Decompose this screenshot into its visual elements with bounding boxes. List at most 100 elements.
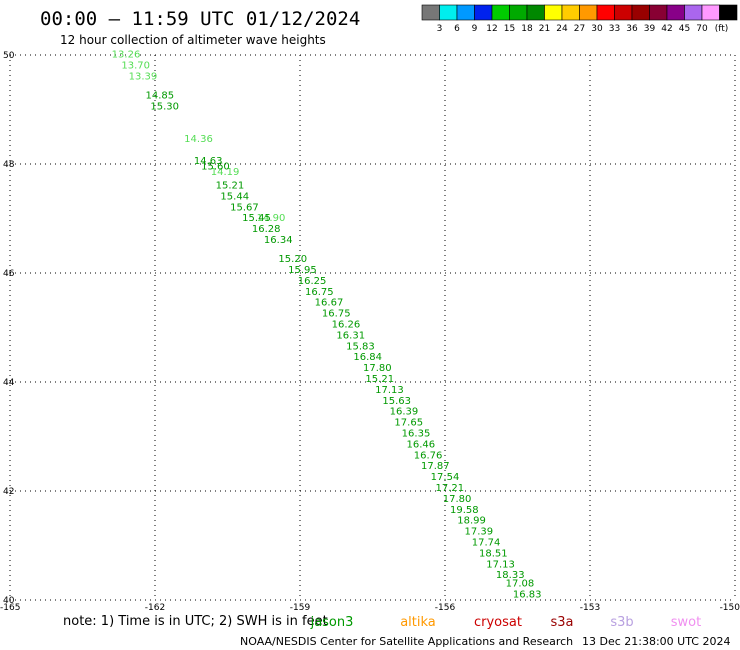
colorbar-swatch	[649, 4, 668, 21]
x-tick-label: -165	[0, 603, 20, 613]
satellite-legend-item: swot	[671, 615, 701, 630]
satellite-legend-item: s3b	[610, 615, 633, 630]
colorbar-label: 27	[574, 24, 585, 34]
data-point-label: 17.21	[436, 483, 465, 494]
y-tick-label: 44	[3, 378, 15, 388]
footer-credit: NOAA/NESDIS Center for Satellite Applica…	[240, 635, 573, 648]
data-point-label: 15.67	[230, 202, 259, 213]
data-point-label: 16.84	[353, 352, 382, 363]
data-point-label: 15.63	[382, 396, 411, 407]
colorbar-label: 3	[437, 24, 443, 34]
colorbar-label: 24	[556, 24, 568, 34]
data-point-label: 17.80	[363, 363, 392, 374]
colorbar-swatch	[719, 4, 738, 21]
data-point-label: 16.28	[252, 224, 281, 235]
colorbar-swatch	[701, 4, 720, 21]
x-tick-labels: -165 -162 -159 -156 -153 -150	[0, 603, 740, 613]
x-tick-label: -153	[580, 603, 600, 613]
satellite-legend-item: s3a	[550, 615, 573, 630]
colorbar-label: 36	[626, 24, 638, 34]
colorbar-label: 30	[591, 24, 603, 34]
data-point-label: 15.20	[278, 254, 307, 265]
data-point-label: 17.13	[486, 559, 515, 570]
colorbar-unit: (ft)	[715, 24, 729, 34]
colorbar-swatch	[561, 4, 580, 21]
data-point-label: 13.26	[112, 50, 141, 61]
data-point-label: 16.67	[315, 298, 344, 309]
data-point-label: 15.95	[288, 265, 317, 276]
grid-lines	[9, 54, 736, 601]
y-tick-label: 48	[3, 160, 15, 170]
colorbar-swatch	[684, 4, 703, 21]
data-point-label: 16.75	[305, 287, 334, 298]
colorbar-legend: 3 6 9 12 15 18 21 24 27 30 33 36 39 42 45 70 (ft)	[421, 4, 738, 34]
colorbar-label: 39	[644, 24, 656, 34]
colorbar-swatch	[544, 4, 563, 21]
colorbar-label: 21	[539, 24, 550, 34]
data-point-label: 17.13	[375, 385, 404, 396]
chart-title: 00:00 — 11:59 UTC 01/12/2024	[40, 8, 360, 30]
data-point-label: 16.31	[336, 330, 365, 341]
data-point-label: 18.99	[457, 516, 486, 527]
data-point-label: 15.30	[150, 102, 179, 113]
colorbar-swatch	[439, 4, 458, 21]
data-point-label: 16.25	[298, 276, 327, 287]
data-point-label: 16.26	[332, 320, 361, 331]
data-point-label: 15.83	[346, 341, 375, 352]
colorbar-swatch	[631, 4, 650, 21]
colorbar-label: 9	[472, 24, 478, 34]
colorbar-swatch	[526, 4, 545, 21]
data-point-label: 16.83	[513, 589, 542, 600]
data-point-label: 13.39	[129, 72, 158, 83]
data-point-label: 15.60	[201, 161, 230, 172]
colorbar-label: 70	[696, 24, 708, 34]
colorbar-swatch	[596, 4, 615, 21]
data-point-label: 14.63	[194, 156, 223, 167]
colorbar-swatch	[614, 4, 633, 21]
y-tick-label: 46	[3, 269, 15, 279]
data-point-label: 17.87	[421, 461, 450, 472]
x-tick-label: -156	[435, 603, 456, 613]
footer-timestamp: 13 Dec 21:38:00 UTC 2024	[582, 635, 730, 648]
data-point-label: 15.21	[365, 374, 394, 385]
colorbar-label: 33	[609, 24, 620, 34]
satellite-legend-item: cryosat	[474, 615, 522, 630]
x-tick-label: -162	[145, 603, 165, 613]
data-point-label: 15.21	[216, 181, 245, 192]
colorbar-label: 18	[521, 24, 533, 34]
colorbar-swatch	[456, 4, 475, 21]
colorbar-swatch	[509, 4, 528, 21]
colorbar-label: 12	[486, 24, 497, 34]
data-point-label: 19.58	[450, 505, 479, 516]
y-tick-label: 50	[3, 51, 15, 61]
data-point-label: 17.65	[394, 418, 423, 429]
chart-subtitle: 12 hour collection of altimeter wave hei…	[60, 33, 326, 47]
x-tick-label: -150	[720, 603, 740, 613]
data-point-label: 16.39	[390, 407, 419, 418]
colorbar-swatch	[474, 4, 493, 21]
data-point-label: 17.39	[465, 527, 494, 538]
colorbar-swatch	[666, 4, 685, 21]
data-point-label: 16.76	[414, 450, 443, 461]
data-point-label: 17.08	[506, 578, 535, 589]
data-point-label: 16.35	[402, 429, 431, 440]
satellite-legend-item: altika	[400, 615, 436, 630]
y-tick-labels: 40 42 44 46 48 50	[3, 51, 15, 606]
colorbar-swatch	[421, 4, 440, 21]
colorbar-swatch	[491, 4, 510, 21]
data-point-label: 18.51	[479, 548, 508, 559]
data-point-label: 16.34	[264, 235, 293, 246]
note-text: note: 1) Time is in UTC; 2) SWH is in fe…	[63, 614, 328, 629]
colorbar-label: 42	[661, 24, 672, 34]
satellite-legend-item: jason3	[310, 615, 354, 630]
colorbar-label: 6	[454, 24, 460, 34]
data-point-label: 16.46	[407, 439, 436, 450]
data-point-label: 15.44	[220, 191, 249, 202]
data-point-label: 14.85	[146, 91, 175, 102]
satellite-legend: jason3 altika cryosat s3a s3b swot	[310, 615, 702, 630]
colorbar-label: 15	[504, 24, 515, 34]
data-point-label: 14.36	[184, 134, 213, 145]
y-tick-label: 40	[3, 596, 15, 606]
